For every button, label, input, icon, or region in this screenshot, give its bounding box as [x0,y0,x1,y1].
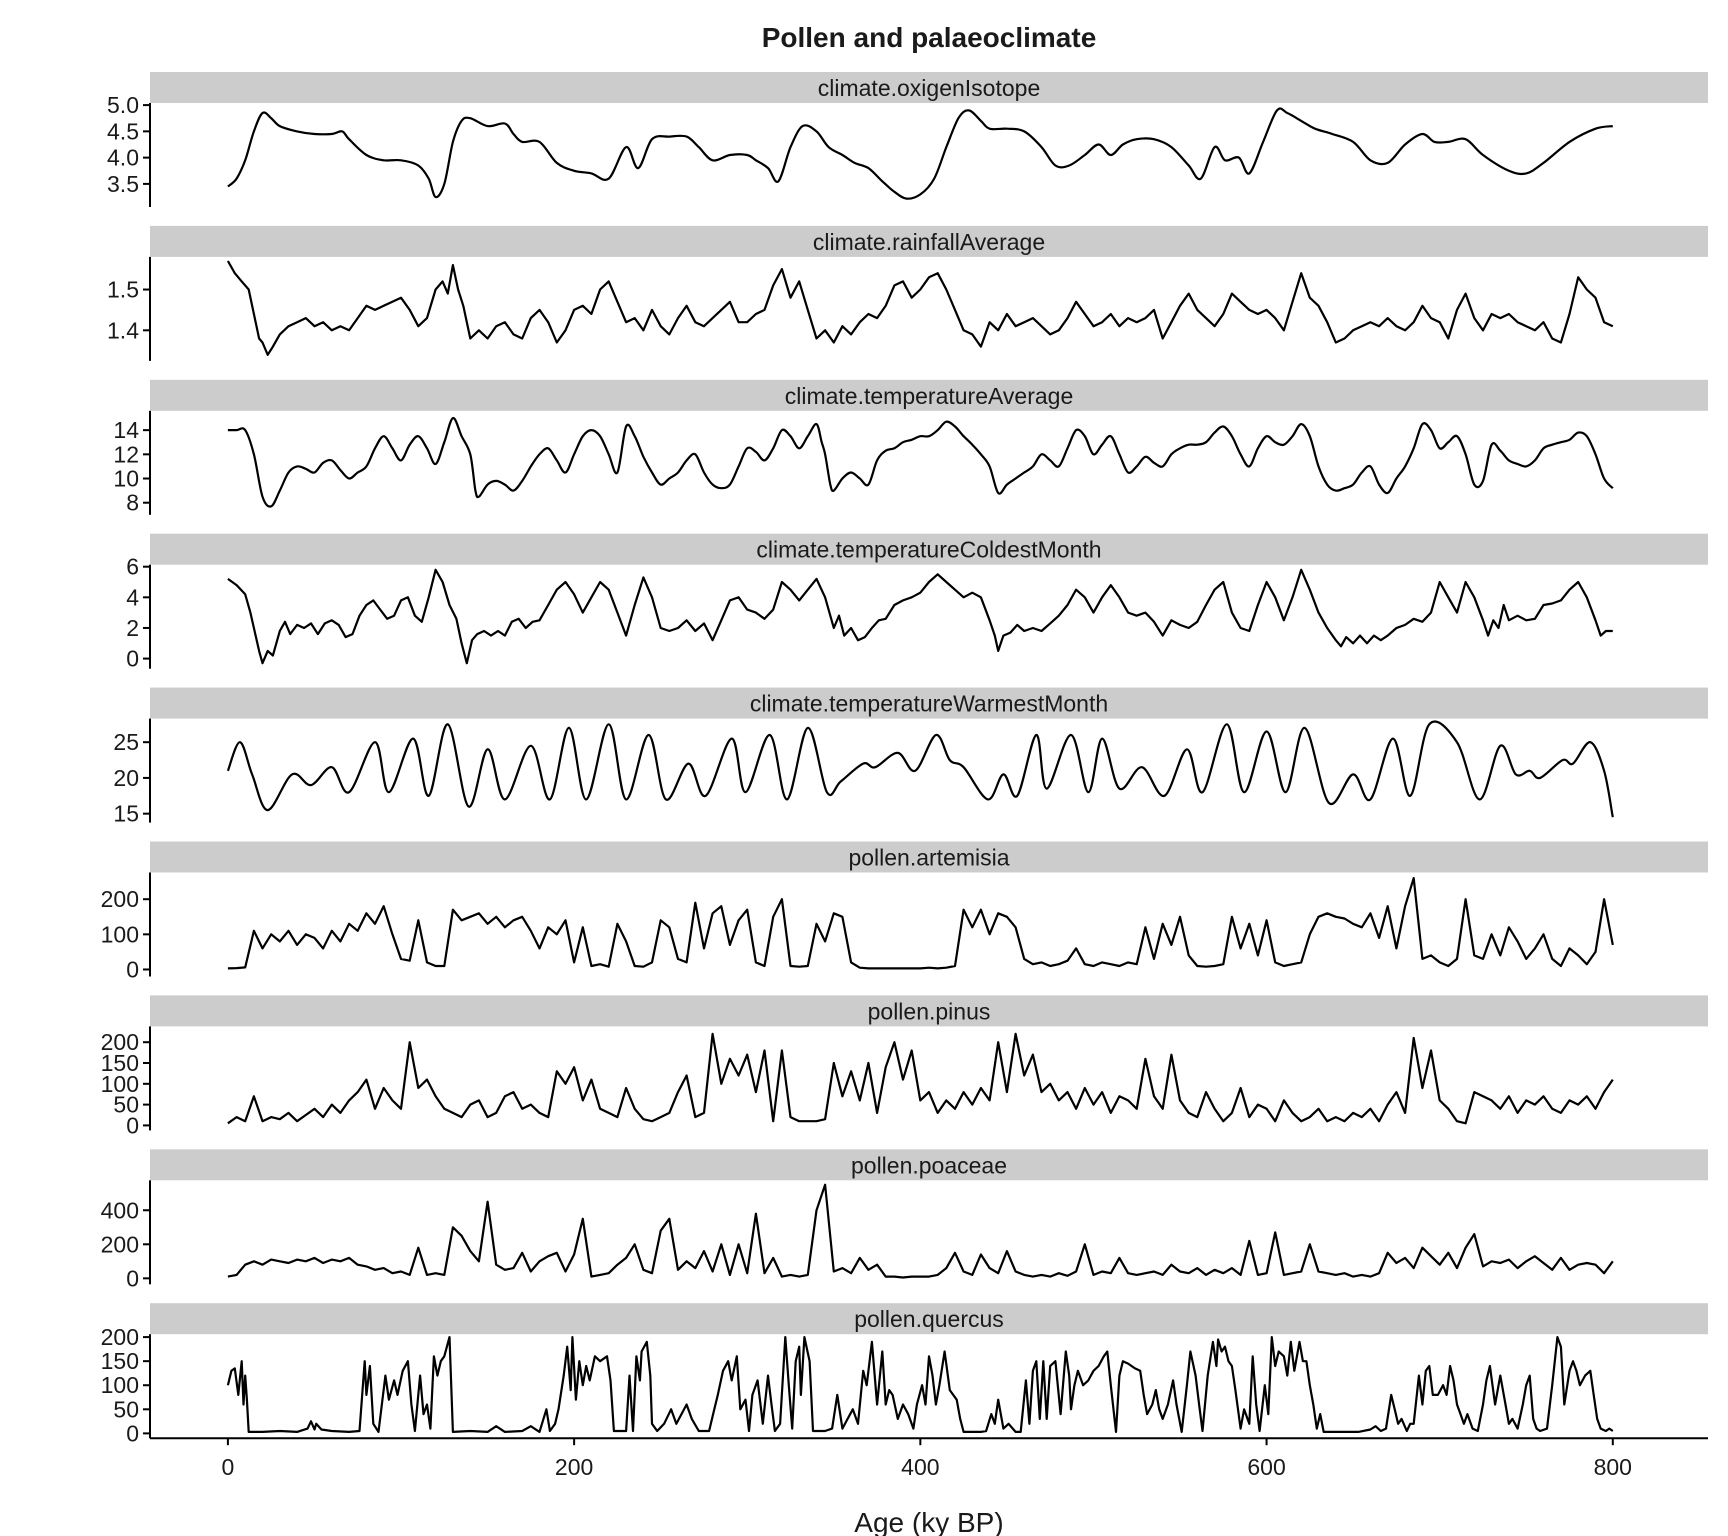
series-line [226,260,1614,356]
y-tick-label: 1.4 [107,317,139,343]
facet-panel: pollen.artemisia 0 100 200 [101,841,1708,982]
facet-strip-label: climate.temperatureAverage [785,383,1074,409]
y-tick-label: 5.0 [107,92,139,118]
y-tick-label: 0 [126,1420,139,1446]
facet-strip [150,995,1708,1027]
facet-panel: pollen.poaceae 0 200 400 [101,1149,1708,1291]
y-tick-label: 4.5 [107,118,139,144]
y-tick-label: 0 [126,646,139,672]
series-line [227,568,1613,665]
chart-title: Pollen and palaeoclimate [762,22,1097,53]
y-tick-label: 1.5 [107,277,139,303]
y-tick-label: 100 [101,921,139,947]
facet-strip-label: pollen.artemisia [848,845,1009,871]
x-tick-label: 200 [555,1454,593,1480]
facet-strip [150,225,1708,257]
facet-strip-label: climate.temperatureWarmestMonth [750,691,1108,717]
y-tick-label: 14 [113,417,139,443]
y-tick-label: 150 [101,1348,139,1374]
facet-strip-label: climate.rainfallAverage [813,229,1045,255]
y-tick-label: 100 [101,1071,139,1097]
y-tick-label: 200 [101,1231,139,1257]
y-tick-label: 0 [126,1112,139,1138]
y-tick-label: 8 [126,490,139,516]
facet-strip [150,841,1708,873]
y-tick-label: 0 [126,1265,139,1291]
series-line [226,720,1614,818]
series-line [227,417,1614,508]
y-tick-label: 0 [126,956,139,982]
y-tick-label: 100 [101,1372,139,1398]
facet-strip [150,1303,1708,1335]
facet-panels: climate.oxigenIsotope3.54.04.55.0climate… [101,72,1708,1446]
facet-strip-label: pollen.pinus [868,998,991,1024]
y-tick-label: 3.5 [107,171,139,197]
facet-strip [150,1149,1708,1181]
facet-strip [150,687,1708,719]
y-tick-label: 50 [113,1396,139,1422]
facet-strip [150,533,1708,565]
y-tick-label: 150 [101,1050,139,1076]
y-tick-label: 10 [113,466,139,492]
facet-strip [150,72,1708,103]
y-tick-label: 4.0 [107,145,139,171]
facet-panel: climate.rainfallAverage 1.4 1.5 [107,225,1708,361]
facet-panel: climate.temperatureColdestMonth 0 2 4 6 [126,533,1708,672]
facet-strip-label: climate.temperatureColdestMonth [756,537,1101,563]
facet-strip [150,379,1708,411]
series-line [227,877,1614,970]
y-tick-label: 25 [113,729,139,755]
facet-strip-label: pollen.poaceae [851,1152,1007,1178]
series-line [227,1032,1614,1125]
y-tick-label: 4 [126,584,139,610]
y-tick-label: 400 [101,1197,139,1223]
series-line [227,107,1613,200]
y-tick-label: 200 [101,886,139,912]
y-tick-label: 200 [101,1029,139,1055]
y-tick-label: 20 [113,765,139,791]
x-tick-label: 400 [901,1454,939,1480]
facet-strip-label: pollen.quercus [854,1306,1004,1332]
y-tick-label: 200 [101,1324,139,1350]
y-tick-label: 6 [126,554,139,580]
y-tick-label: 50 [113,1092,139,1118]
y-tick-label: 2 [126,615,139,641]
x-tick-label: 600 [1247,1454,1285,1480]
facet-panel: climate.oxigenIsotope 3.54.04.55.0 [107,72,1708,207]
y-tick-label: 15 [113,801,139,827]
series-line [227,1183,1614,1279]
series-line [226,1336,1614,1433]
x-axis: 0 200 400 600 800 [150,1437,1708,1480]
x-axis-title: Age (ky BP) [854,1507,1003,1536]
y-tick-label: 12 [113,441,139,467]
facet-strip-label: climate.oxigenIsotope [818,75,1040,101]
facet-panel: climate.temperatureWarmestMonth 15 20 25 [113,687,1708,827]
x-tick-label: 800 [1594,1454,1632,1480]
x-tick-label: 0 [222,1454,235,1480]
